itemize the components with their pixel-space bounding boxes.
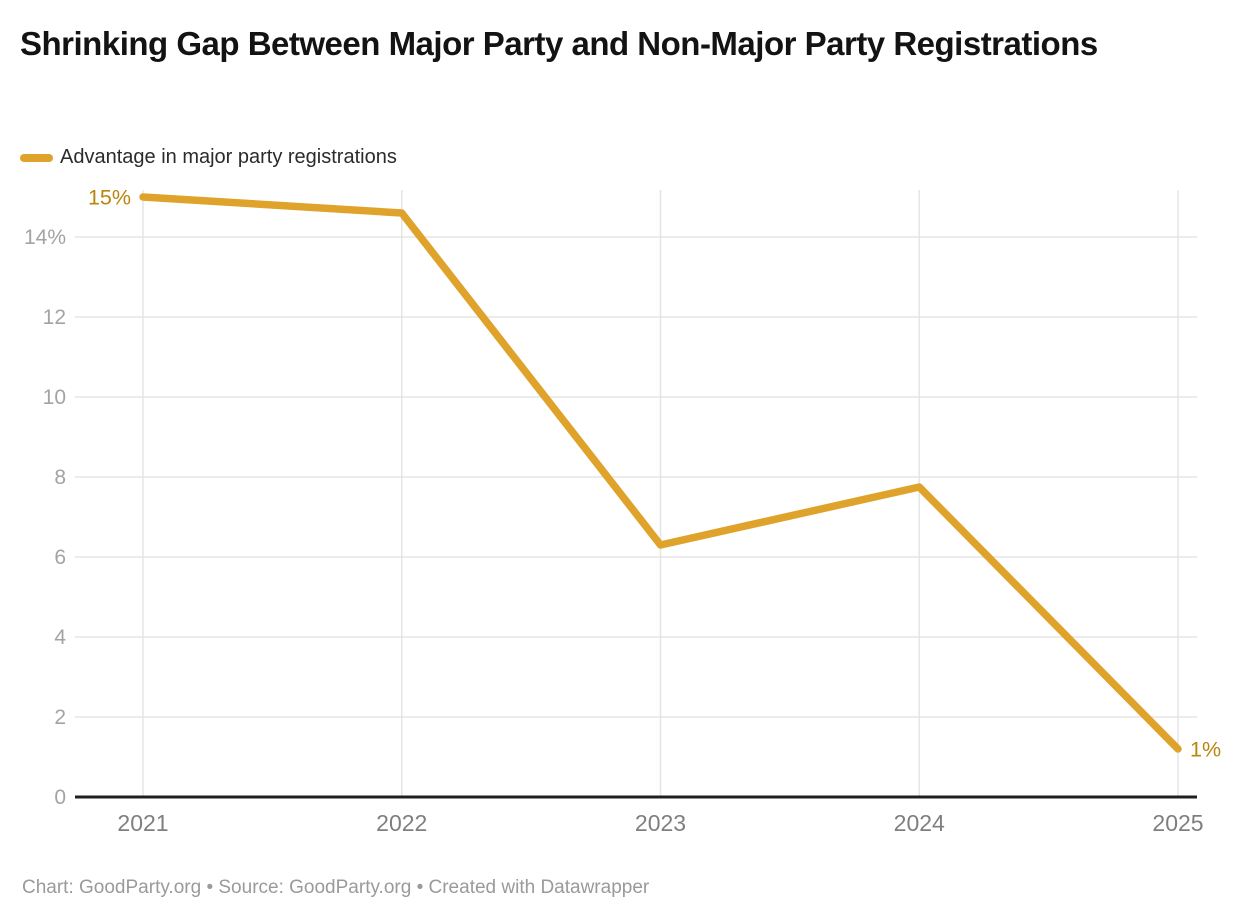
point-value-label: 15% (88, 186, 131, 210)
legend: Advantage in major party registrations (20, 146, 397, 169)
point-value-label: 1% (1190, 738, 1221, 762)
data-line-advantage (139, 193, 1182, 753)
y-tick-label: 12 (43, 306, 66, 329)
x-tick-label: 2021 (117, 810, 168, 836)
x-tick-label: 2025 (1152, 810, 1203, 836)
y-tick-label: 6 (54, 546, 66, 569)
y-tick-label: 2 (54, 706, 66, 729)
chart-credits: Chart: GoodParty.org • Source: GoodParty… (22, 877, 650, 898)
x-tick-label: 2023 (635, 810, 686, 836)
y-tick-label: 10 (43, 386, 66, 409)
legend-line-swatch-icon (20, 153, 53, 162)
x-tick-label: 2024 (894, 810, 945, 836)
legend-series-label: Advantage in major party registrations (60, 146, 397, 168)
y-tick-label: 8 (54, 466, 66, 489)
page-title: Shrinking Gap Between Major Party and No… (20, 25, 1098, 62)
y-tick-label: 14% (24, 226, 66, 249)
y-tick-label: 4 (54, 626, 66, 649)
y-tick-label: 0 (54, 786, 66, 809)
x-tick-label: 2022 (376, 810, 427, 836)
